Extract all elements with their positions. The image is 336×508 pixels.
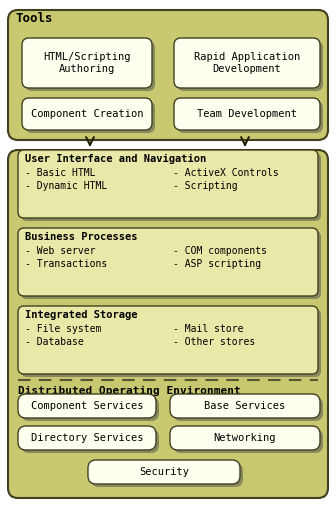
Text: - Mail store: - Mail store	[173, 324, 244, 334]
Text: - Web server: - Web server	[25, 246, 95, 256]
FancyBboxPatch shape	[8, 150, 328, 498]
Text: - Basic HTML: - Basic HTML	[25, 168, 95, 178]
FancyBboxPatch shape	[25, 41, 155, 91]
FancyBboxPatch shape	[174, 38, 320, 88]
Text: - Scripting: - Scripting	[173, 181, 238, 191]
Text: Base Services: Base Services	[204, 401, 286, 411]
Text: Security: Security	[139, 467, 189, 477]
Text: - COM components: - COM components	[173, 246, 267, 256]
FancyBboxPatch shape	[173, 429, 323, 453]
FancyBboxPatch shape	[91, 463, 243, 487]
Text: - ASP scripting: - ASP scripting	[173, 259, 261, 269]
Text: - Database: - Database	[25, 337, 84, 347]
FancyBboxPatch shape	[18, 394, 156, 418]
FancyBboxPatch shape	[25, 101, 155, 133]
FancyBboxPatch shape	[21, 429, 159, 453]
FancyBboxPatch shape	[170, 394, 320, 418]
FancyBboxPatch shape	[8, 10, 328, 140]
FancyBboxPatch shape	[173, 397, 323, 421]
Text: - File system: - File system	[25, 324, 101, 334]
Text: Tools: Tools	[16, 12, 53, 25]
FancyBboxPatch shape	[21, 153, 321, 221]
FancyBboxPatch shape	[18, 306, 318, 374]
Text: Integrated Storage: Integrated Storage	[25, 310, 137, 320]
FancyBboxPatch shape	[170, 426, 320, 450]
FancyBboxPatch shape	[21, 397, 159, 421]
Text: Networking: Networking	[214, 433, 276, 443]
Text: HTML/Scripting
Authoring: HTML/Scripting Authoring	[43, 52, 131, 74]
Text: - Dynamic HTML: - Dynamic HTML	[25, 181, 107, 191]
Text: - ActiveX Controls: - ActiveX Controls	[173, 168, 279, 178]
Text: Business Processes: Business Processes	[25, 232, 137, 242]
FancyBboxPatch shape	[21, 309, 321, 377]
Text: Rapid Application
Development: Rapid Application Development	[194, 52, 300, 74]
Text: Distributed Operating Environment: Distributed Operating Environment	[18, 386, 241, 396]
Text: - Transactions: - Transactions	[25, 259, 107, 269]
FancyBboxPatch shape	[18, 228, 318, 296]
FancyBboxPatch shape	[88, 460, 240, 484]
Text: Team Development: Team Development	[197, 109, 297, 119]
Text: Directory Services: Directory Services	[31, 433, 143, 443]
FancyBboxPatch shape	[22, 38, 152, 88]
Text: - Other stores: - Other stores	[173, 337, 255, 347]
FancyBboxPatch shape	[22, 98, 152, 130]
Text: User Interface and Navigation: User Interface and Navigation	[25, 154, 206, 164]
FancyBboxPatch shape	[18, 426, 156, 450]
Text: Component Services: Component Services	[31, 401, 143, 411]
FancyBboxPatch shape	[177, 41, 323, 91]
FancyBboxPatch shape	[21, 231, 321, 299]
FancyBboxPatch shape	[177, 101, 323, 133]
FancyBboxPatch shape	[18, 150, 318, 218]
FancyBboxPatch shape	[174, 98, 320, 130]
Text: Component Creation: Component Creation	[31, 109, 143, 119]
